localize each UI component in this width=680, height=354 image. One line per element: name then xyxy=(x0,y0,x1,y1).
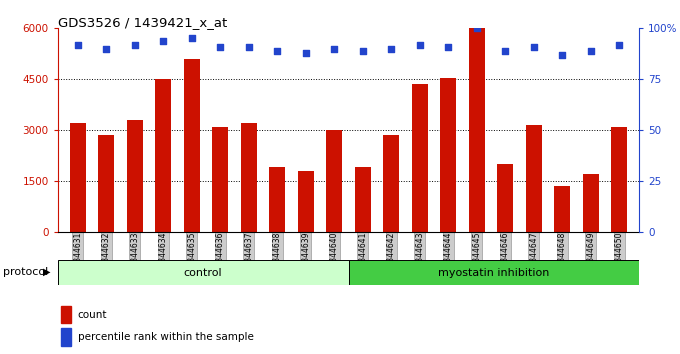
Point xyxy=(614,42,625,47)
Bar xyxy=(212,127,228,232)
Bar xyxy=(348,260,639,285)
Text: GDS3526 / 1439421_x_at: GDS3526 / 1439421_x_at xyxy=(58,16,227,29)
Point xyxy=(443,44,454,50)
Text: myostatin inhibition: myostatin inhibition xyxy=(438,268,549,278)
Point xyxy=(528,44,539,50)
Point xyxy=(158,38,169,44)
Point xyxy=(471,25,482,31)
Bar xyxy=(497,164,513,232)
Point xyxy=(215,44,226,50)
Point xyxy=(186,36,197,41)
Bar xyxy=(269,167,285,232)
Point xyxy=(557,52,568,58)
Bar xyxy=(241,123,256,232)
Point xyxy=(301,50,311,56)
Bar xyxy=(298,171,313,232)
Text: count: count xyxy=(78,310,107,320)
Bar xyxy=(384,135,399,232)
Point xyxy=(101,46,112,52)
Point xyxy=(272,48,283,53)
Point xyxy=(357,48,368,53)
Bar xyxy=(61,328,71,346)
Bar xyxy=(441,78,456,232)
Point xyxy=(329,46,340,52)
Point xyxy=(500,48,511,53)
Bar xyxy=(58,260,348,285)
Bar xyxy=(156,79,171,232)
Bar xyxy=(326,130,342,232)
Point xyxy=(129,42,140,47)
Bar xyxy=(554,186,570,232)
Point xyxy=(386,46,396,52)
Text: percentile rank within the sample: percentile rank within the sample xyxy=(78,332,254,342)
Text: control: control xyxy=(184,268,222,278)
Point xyxy=(243,44,254,50)
Bar xyxy=(526,125,541,232)
Bar xyxy=(469,28,485,232)
Point xyxy=(585,48,596,53)
Text: ▶: ▶ xyxy=(43,267,50,277)
Bar xyxy=(61,306,71,323)
Point xyxy=(414,42,425,47)
Text: protocol: protocol xyxy=(3,267,49,277)
Bar xyxy=(583,174,598,232)
Bar xyxy=(611,127,627,232)
Bar xyxy=(412,84,428,232)
Point xyxy=(72,42,83,47)
Bar xyxy=(127,120,143,232)
Bar xyxy=(184,59,200,232)
Bar xyxy=(70,123,86,232)
Bar xyxy=(355,167,371,232)
Bar xyxy=(99,135,114,232)
